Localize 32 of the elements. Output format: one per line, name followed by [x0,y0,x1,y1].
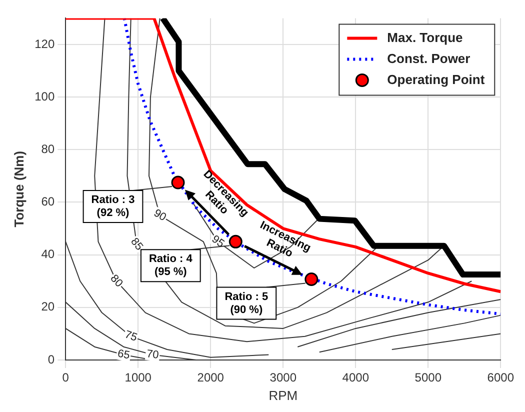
x-axis-title: RPM [268,388,298,403]
annotation: Ratio : 4 (95 %) [148,253,194,278]
y-tick-label: 0 [48,352,55,366]
annotation: Ratio : 3 (92 %) [91,194,135,220]
legend-label: Const. Power [387,50,470,66]
point [171,176,185,190]
legend-label: Operating Point [387,72,486,87]
series-label: 75 [123,328,139,344]
y-tick-label: 60 [41,194,55,209]
x-tick-label: 1000 [124,370,152,385]
point [304,272,318,286]
x-tick-label: 6000 [487,370,514,385]
y-tick-label: 80 [41,142,55,156]
series-label: 70 [146,348,160,362]
legend-label: Max. Torque [387,30,463,45]
y-tick-label: 100 [34,89,55,104]
x-tick-label: 3000 [270,370,297,385]
x-tick-label: 0 [62,370,70,385]
x-tick-label: 5000 [414,370,442,385]
series-label: 65 [116,348,131,362]
annotation: Ratio : 5 (90 %) [224,290,268,316]
x-tick-label: 4000 [342,370,370,385]
series-label: 95 [209,233,226,250]
series-label: 85 [128,236,146,253]
y-tick-label: 120 [34,36,55,51]
y-axis-title: Torque (Nm) [11,150,26,228]
series-label: 90 [152,207,168,224]
y-tick-label: 40 [41,247,55,262]
point [228,234,242,248]
series-label: 80 [108,272,125,290]
x-tick-label: 2000 [197,370,224,385]
y-tick-label: 20 [41,300,55,314]
